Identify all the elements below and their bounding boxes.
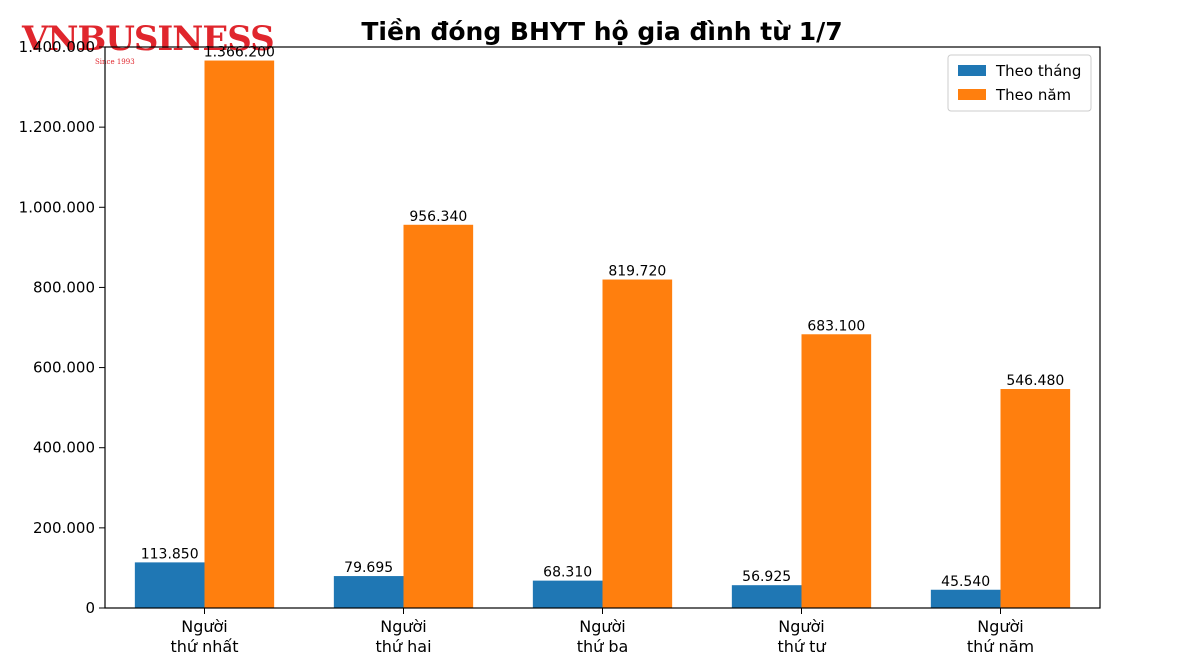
x-tick-label-line: thứ năm <box>967 637 1034 656</box>
data-label-theo-nam-2: 956.340 <box>409 209 467 225</box>
x-tick-label-line: thứ nhất <box>171 637 239 656</box>
y-tick-label-5: 1.000.000 <box>19 198 95 216</box>
x-tick-label-line: Người <box>579 617 626 636</box>
data-label-theo-thang-3: 68.310 <box>543 565 592 581</box>
y-tick-label-1: 200.000 <box>33 519 95 537</box>
y-tick-label-6: 1.200.000 <box>19 118 95 136</box>
bar-theo-nam-4 <box>801 334 872 608</box>
logo-text: VNBUSINESS <box>21 19 274 59</box>
data-label-theo-nam-5: 546.480 <box>1006 373 1064 389</box>
data-label-theo-thang-4: 56.925 <box>742 569 791 585</box>
y-tick-label-0: 0 <box>85 599 95 617</box>
data-label-theo-nam-1: 1.366.200 <box>204 45 275 61</box>
bar-theo-nam-2 <box>403 224 474 609</box>
y-tick-label-3: 600.000 <box>33 359 95 377</box>
x-tick-label-4: Người thứ tư <box>777 617 826 656</box>
x-tick-label-line: Người <box>380 617 427 636</box>
x-tick-label-line: Người <box>181 617 228 636</box>
bar-theo-thang-1 <box>134 562 205 608</box>
x-tick-label-3: Người thứ ba <box>577 617 629 656</box>
data-label-theo-nam-4: 683.100 <box>807 318 865 334</box>
logo-subtext: Since 1993 <box>95 58 135 66</box>
bar-theo-nam-3 <box>602 279 673 608</box>
x-tick-label-line: thứ tư <box>777 637 826 656</box>
bar-theo-thang-4 <box>731 585 802 608</box>
data-label-theo-thang-1: 113.850 <box>141 546 199 562</box>
legend-swatch-theo-nam <box>958 89 986 100</box>
bar-theo-thang-2 <box>333 576 404 608</box>
x-tick-label-line: Người <box>977 617 1024 636</box>
legend-label-theo-nam: Theo năm <box>995 86 1071 104</box>
x-tick-label-5: Người thứ năm <box>967 617 1034 656</box>
y-tick-label-4: 800.000 <box>33 278 95 296</box>
x-tick-label-line: thứ hai <box>375 637 431 656</box>
x-tick-label-1: Người thứ nhất <box>171 617 239 656</box>
chart-title: Tiền đóng BHYT hộ gia đình từ 1/7 <box>361 17 842 46</box>
data-label-theo-thang-5: 45.540 <box>941 574 990 590</box>
data-label-theo-nam-3: 819.720 <box>608 264 666 280</box>
y-tick-label-7: 1.400.000 <box>19 38 95 56</box>
bar-theo-thang-5 <box>930 589 1001 608</box>
bar-theo-nam-1 <box>204 60 275 609</box>
x-tick-label-line: Người <box>778 617 825 636</box>
bar-theo-nam-5 <box>1000 389 1071 608</box>
legend-label-theo-thang: Theo tháng <box>995 62 1081 80</box>
legend-swatch-theo-thang <box>958 65 986 76</box>
y-tick-label-2: 400.000 <box>33 439 95 457</box>
x-tick-label-2: Người thứ hai <box>375 617 431 656</box>
data-label-theo-thang-2: 79.695 <box>344 560 393 576</box>
vnbusiness-logo: VNBUSINESS Since 1993 <box>21 19 275 66</box>
bar-theo-thang-3 <box>532 580 603 608</box>
x-tick-label-line: thứ ba <box>577 637 629 656</box>
